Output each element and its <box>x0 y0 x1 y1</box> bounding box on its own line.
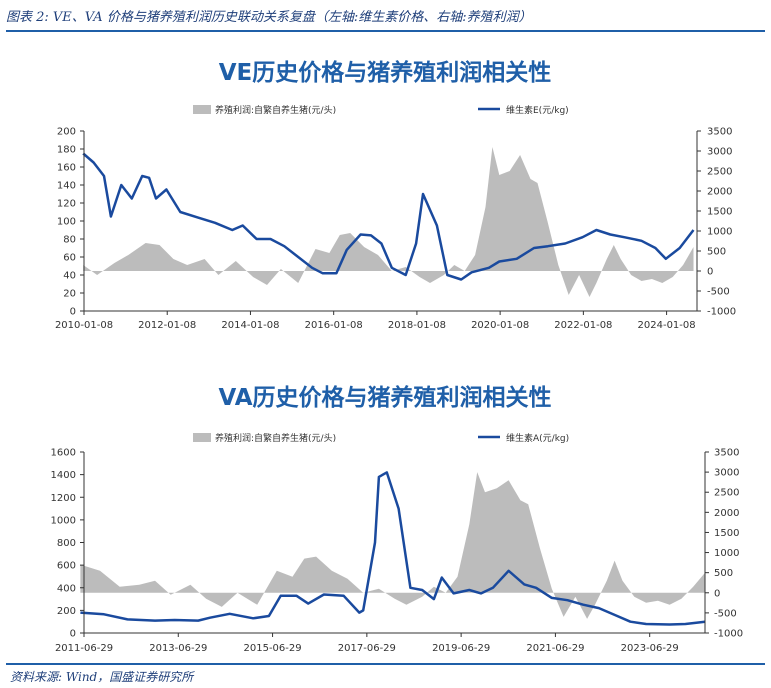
y-left-tick-label: 800 <box>57 538 76 549</box>
vitamin-price-line-series <box>82 152 695 281</box>
y-left-tick-label: 400 <box>57 583 76 594</box>
x-tick-label: 2022-01-08 <box>554 320 612 331</box>
y-right-tick-label: 500 <box>707 247 726 258</box>
source-note: 资料来源: Wind，国盛证券研究所 <box>10 670 194 684</box>
x-tick-label: 2018-01-08 <box>388 320 446 331</box>
y-right-tick-label: 3500 <box>714 448 739 459</box>
legend-swatch-area <box>193 433 211 442</box>
y-left-tick-label: 200 <box>57 606 76 617</box>
y-left-tick-label: 160 <box>57 163 76 174</box>
y-left-tick-label: 1000 <box>51 515 76 526</box>
y-right-tick-label: -1000 <box>714 629 743 640</box>
x-tick-label: 2024-01-08 <box>638 320 696 331</box>
y-right-tick-label: 2000 <box>714 508 739 519</box>
y-right-tick-label: -500 <box>707 287 730 298</box>
legend-label-line: 维生素A(元/kg) <box>506 432 569 444</box>
y-left-tick-label: 200 <box>57 127 76 138</box>
y-right-tick-label: 3500 <box>707 127 732 138</box>
y-right-tick-label: 500 <box>714 568 733 579</box>
x-tick-label: 2016-01-08 <box>305 320 363 331</box>
x-tick-label: 2019-06-29 <box>432 643 490 654</box>
y-right-tick-label: 0 <box>714 588 720 599</box>
x-tick-label: 2010-01-08 <box>55 320 113 331</box>
y-right-tick-label: 1000 <box>707 227 732 238</box>
x-tick-label: 2015-06-29 <box>244 643 302 654</box>
legend-label-area: 养殖利润:自繁自养生猪(元/头) <box>215 432 336 444</box>
y-left-tick-label: 1600 <box>51 448 76 459</box>
y-right-tick-label: 2500 <box>714 488 739 499</box>
y-right-tick-label: 2000 <box>707 187 732 198</box>
y-right-tick-label: -500 <box>714 608 737 619</box>
y-left-tick-label: 1400 <box>51 470 76 481</box>
y-right-tick-label: 2500 <box>707 167 732 178</box>
x-tick-label: 2021-06-29 <box>526 643 584 654</box>
y-right-tick-label: 3000 <box>714 468 739 479</box>
figure-caption: 图表 2: VE、VA 价格与猪养殖利润历史联动关系复盘（左轴:维生素价格、右轴… <box>6 10 532 25</box>
y-left-tick-label: 60 <box>63 253 76 264</box>
y-left-tick-label: 40 <box>63 271 76 282</box>
source-rule <box>6 663 765 665</box>
x-tick-label: 2013-06-29 <box>149 643 207 654</box>
y-left-tick-label: 120 <box>57 199 76 210</box>
y-left-tick-label: 1200 <box>51 493 76 504</box>
x-tick-label: 2020-01-08 <box>471 320 529 331</box>
y-right-tick-label: 3000 <box>707 147 732 158</box>
profit-area-series <box>80 472 705 619</box>
y-right-tick-label: 1500 <box>707 207 732 218</box>
x-tick-label: 2023-06-29 <box>621 643 679 654</box>
legend-label-area: 养殖利润:自繁自养生猪(元/头) <box>215 104 336 116</box>
y-left-tick-label: 140 <box>57 181 76 192</box>
y-left-tick-label: 20 <box>63 289 76 300</box>
x-tick-label: 2012-01-08 <box>138 320 196 331</box>
legend-swatch-area <box>193 105 211 114</box>
x-tick-label: 2014-01-08 <box>221 320 279 331</box>
y-right-tick-label: 0 <box>707 267 713 278</box>
y-right-tick-label: -1000 <box>707 307 736 318</box>
vitamin-price-line-series <box>80 471 706 626</box>
y-left-tick-label: 0 <box>70 307 76 318</box>
chart-title: VA历史价格与猪养殖利润相关性 <box>218 384 551 411</box>
y-left-tick-label: 80 <box>63 235 76 246</box>
x-tick-label: 2011-06-29 <box>55 643 113 654</box>
chart-title: VE历史价格与猪养殖利润相关性 <box>219 59 552 86</box>
y-left-tick-label: 0 <box>70 629 76 640</box>
profit-area-series <box>83 147 694 297</box>
legend-label-line: 维生素E(元/kg) <box>506 104 569 116</box>
y-left-tick-label: 600 <box>57 561 76 572</box>
x-tick-label: 2017-06-29 <box>338 643 396 654</box>
y-left-tick-label: 180 <box>57 145 76 156</box>
y-left-tick-label: 100 <box>57 217 76 228</box>
caption-rule <box>6 30 765 32</box>
y-right-tick-label: 1000 <box>714 548 739 559</box>
y-right-tick-label: 1500 <box>714 528 739 539</box>
